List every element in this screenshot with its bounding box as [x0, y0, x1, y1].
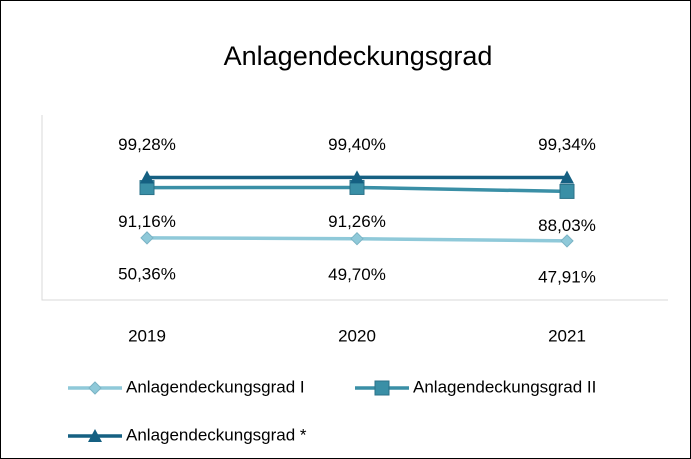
- x-tick-label: 2021: [548, 326, 586, 345]
- marker: [350, 170, 364, 184]
- legend-label: Anlagendeckungsgrad II: [413, 377, 596, 396]
- marker: [560, 234, 574, 248]
- data-label: 91,26%: [328, 212, 386, 231]
- data-label: 50,36%: [118, 264, 176, 283]
- data-label: 99,28%: [118, 135, 176, 154]
- marker: [559, 183, 575, 199]
- plot-frame: [41, 115, 668, 301]
- marker: [140, 231, 154, 245]
- marker: [350, 231, 364, 246]
- legend-marker: [88, 429, 102, 442]
- marker: [560, 170, 574, 184]
- data-label: 91,16%: [118, 212, 176, 231]
- x-tick-label: 2020: [338, 326, 376, 345]
- legend-label: Anlagendeckungsgrad *: [126, 425, 307, 444]
- chart-title: Anlagendeckungsgrad: [224, 41, 493, 71]
- data-label: 47,91%: [538, 267, 596, 286]
- data-label: 49,70%: [328, 265, 386, 284]
- data-label: 99,34%: [538, 135, 596, 154]
- data-label: 88,03%: [538, 216, 596, 235]
- legend-marker: [374, 380, 390, 396]
- data-label: 99,40%: [328, 135, 386, 154]
- legend-label: Anlagendeckungsgrad I: [126, 377, 305, 396]
- marker: [140, 170, 154, 184]
- legend-marker: [88, 381, 102, 395]
- x-tick-label: 2019: [128, 326, 166, 345]
